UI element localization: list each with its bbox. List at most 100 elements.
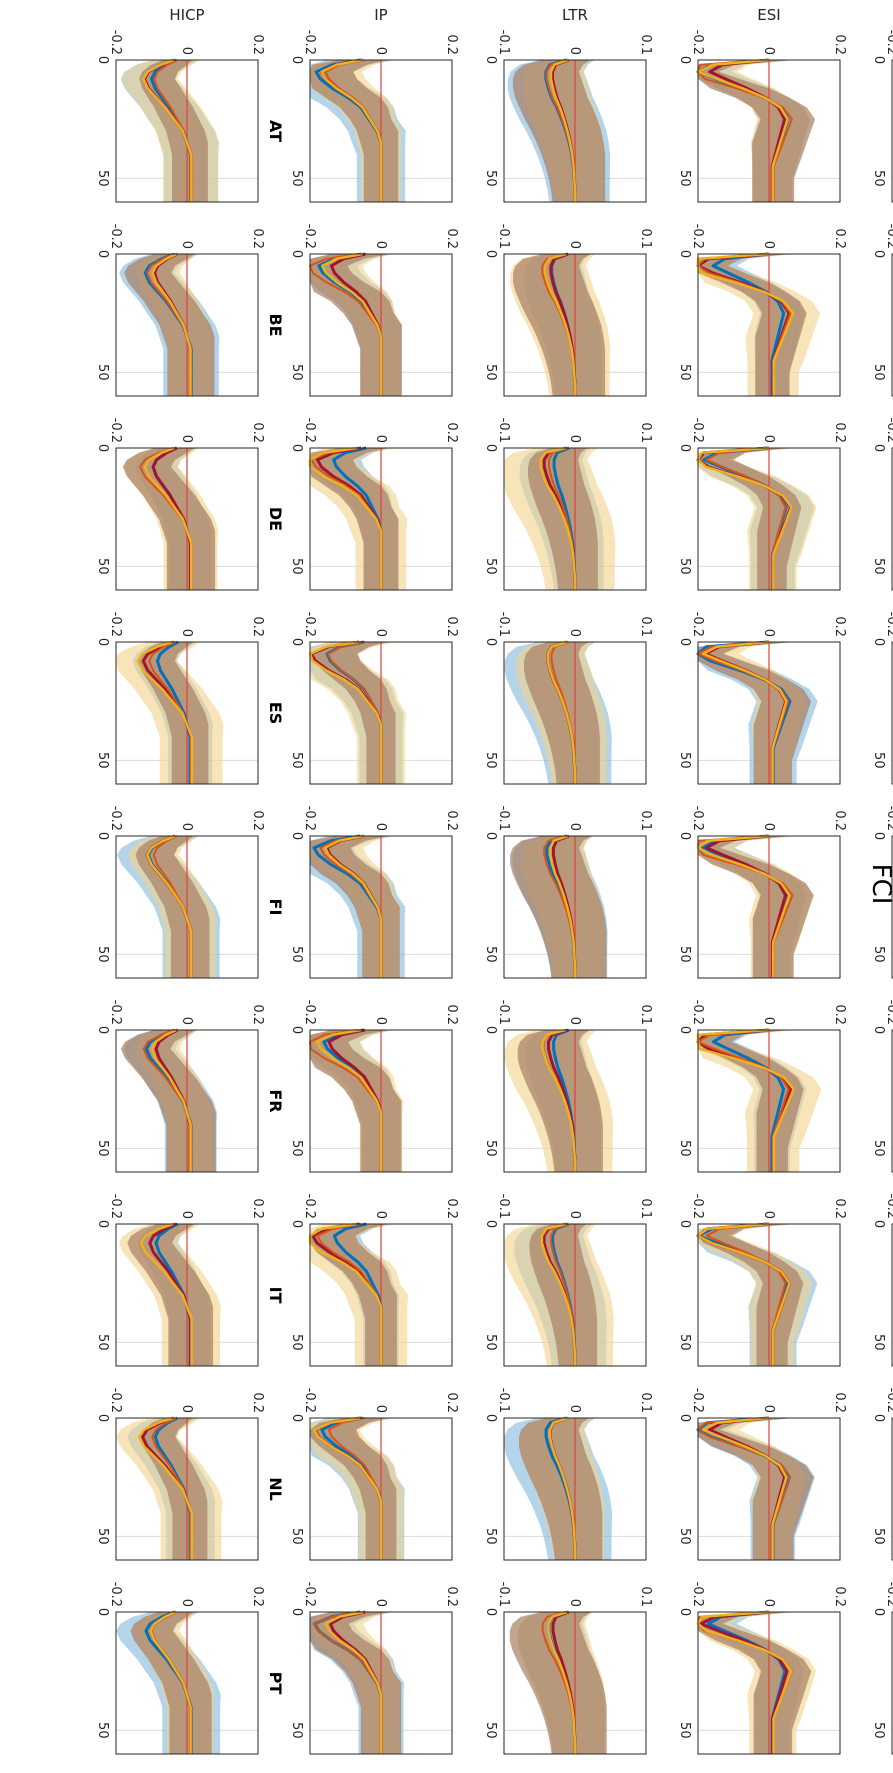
y-tick-label: 0 [179, 1405, 194, 1413]
x-tick-label: 50 [483, 558, 498, 575]
y-tick-label: 0.2 [832, 228, 847, 249]
y-tick-label: 0 [567, 241, 582, 249]
series-line-3 [696, 446, 793, 590]
y-tick-label: 0 [761, 435, 776, 443]
confidence-band-2 [510, 836, 607, 978]
panel-frame [309, 641, 453, 785]
x-tick-label: 0 [95, 1608, 110, 1616]
series-line-3 [541, 1028, 577, 1172]
x-tick-label: 50 [677, 364, 692, 381]
panel-frame [309, 253, 453, 397]
x-tick-label: 0 [677, 1026, 692, 1034]
y-tick-label: 0.2 [444, 34, 459, 55]
series-line-3 [543, 252, 577, 396]
country-label-it: IT [266, 1287, 285, 1304]
y-tick-label: -0.2 [302, 1194, 317, 1219]
x-tick-label: 50 [677, 946, 692, 963]
y-tick-label: 0.2 [250, 616, 265, 637]
x-tick-label: 0 [289, 638, 304, 646]
x-tick-label: 0 [677, 1608, 692, 1616]
series-line-3 [540, 1222, 577, 1366]
confidence-band-2 [310, 642, 396, 784]
y-tick-label: 0.2 [444, 810, 459, 831]
y-tick-label: 0.2 [832, 1198, 847, 1219]
x-tick-label: 50 [677, 1722, 692, 1739]
panel-frame [115, 1417, 259, 1561]
country-label-de: DE [266, 507, 285, 531]
panel-frame [891, 1611, 893, 1755]
country-label-nl: NL [266, 1477, 285, 1501]
y-tick-label: -0.1 [496, 612, 511, 637]
series-line-3 [548, 1416, 577, 1560]
panel-frame [891, 59, 893, 203]
y-tick-label: -0.2 [302, 224, 317, 249]
series-line-3 [308, 640, 383, 784]
x-tick-label: 0 [289, 444, 304, 452]
confidence-band-2 [509, 1612, 607, 1754]
panel-frame [697, 1611, 841, 1755]
y-tick-label: 0 [761, 1017, 776, 1025]
series-line-3 [546, 640, 577, 784]
series-line-3 [323, 834, 383, 978]
x-tick-label: 0 [95, 1026, 110, 1034]
confidence-band-2 [513, 254, 606, 396]
series-line-3 [696, 252, 795, 396]
y-tick-label: 0.2 [444, 1392, 459, 1413]
y-tick-label: -0.1 [496, 1194, 511, 1219]
panel-frame [115, 835, 259, 979]
variable-label-ip: IP [374, 6, 387, 24]
x-tick-label: 0 [871, 832, 886, 840]
series-line-3 [143, 446, 193, 590]
x-tick-label: 0 [483, 832, 498, 840]
y-tick-label: 0.2 [444, 228, 459, 249]
panel-frame [115, 1223, 259, 1367]
panel-frame [503, 253, 647, 397]
confidence-band-2 [524, 642, 600, 784]
y-tick-label: 0.2 [250, 1004, 265, 1025]
x-tick-label: 0 [95, 638, 110, 646]
x-tick-label: 50 [483, 364, 498, 381]
x-tick-label: 50 [677, 1528, 692, 1545]
confidence-band-2 [310, 1418, 397, 1560]
x-tick-label: 0 [871, 1026, 886, 1034]
y-tick-label: -0.2 [690, 1582, 705, 1607]
x-tick-label: 50 [289, 558, 304, 575]
panel-frame [697, 1029, 841, 1173]
y-tick-label: 0 [373, 629, 388, 637]
series-line-3 [547, 1610, 577, 1754]
y-tick-label: 0.1 [638, 228, 653, 249]
y-tick-label: 0.2 [444, 616, 459, 637]
x-tick-label: 0 [483, 250, 498, 258]
x-tick-label: 0 [871, 638, 886, 646]
confidence-band-2 [512, 60, 606, 202]
y-tick-label: 0.2 [832, 422, 847, 443]
y-tick-label: -0.2 [690, 806, 705, 831]
y-tick-label: 0.1 [638, 422, 653, 443]
x-tick-label: 50 [95, 946, 110, 963]
y-tick-label: -0.1 [496, 1582, 511, 1607]
y-tick-label: -0.2 [302, 1582, 317, 1607]
y-tick-label: -0.2 [884, 418, 893, 443]
x-tick-label: 50 [95, 1528, 110, 1545]
x-tick-label: 50 [871, 1334, 886, 1351]
x-tick-label: 0 [871, 250, 886, 258]
country-label-fi: FI [266, 899, 285, 916]
x-tick-label: 0 [289, 250, 304, 258]
panel-frame [503, 1223, 647, 1367]
panel-frame [503, 447, 647, 591]
y-tick-label: -0.1 [496, 1388, 511, 1413]
